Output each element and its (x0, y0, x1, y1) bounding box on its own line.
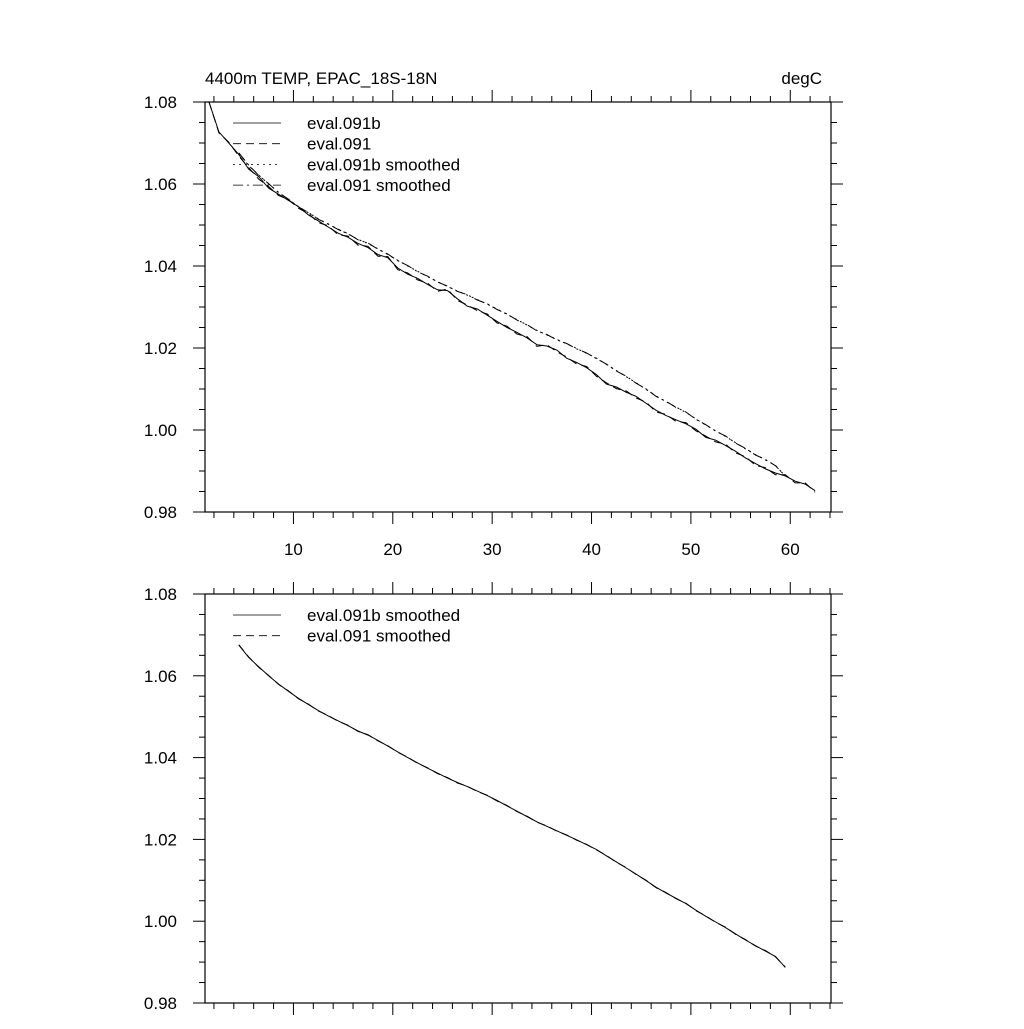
chart-title: 4400m TEMP, EPAC_18S-18N (205, 69, 437, 88)
series-line-eval-091-smoothed (238, 644, 786, 968)
x-tick-label: 60 (781, 540, 800, 559)
y-tick-label: 1.06 (144, 175, 177, 194)
y-tick-label: 1.02 (144, 339, 177, 358)
y-tick-label: 1.00 (144, 912, 177, 931)
legend-label: eval.091b (307, 114, 381, 133)
y-tick-label: 0.98 (144, 994, 177, 1013)
x-tick-label: 40 (582, 540, 601, 559)
legend-label: eval.091 smoothed (307, 627, 451, 646)
plot-frame (204, 593, 832, 1004)
plot-panel-2: 0.98 1.00 1.02 1.04 1.06 1.08 eval.091b smooth… (144, 582, 843, 1015)
y-tick-label: 1.04 (144, 749, 177, 768)
legend-label: eval.091 (307, 135, 371, 154)
x-tick-label: 50 (681, 540, 700, 559)
legend-label: eval.091 smoothed (307, 176, 451, 195)
y-tick-label: 1.00 (144, 421, 177, 440)
y-tick-label: 1.08 (144, 585, 177, 604)
y-tick-label: 1.06 (144, 667, 177, 686)
series-line-eval-091-smoothed (238, 152, 786, 477)
y-tick-label: 0.98 (144, 503, 177, 522)
plot-panel-1: 10 20 30 40 50 60 0.98 1.00 1.02 1.04 1.06 1.08 eval… (144, 90, 843, 559)
legend-label: eval.091b smoothed (307, 155, 460, 174)
chart-units: degC (781, 69, 822, 88)
series-line-eval-091b-smoothed (238, 644, 786, 968)
series-line-eval-091b (208, 101, 816, 492)
series-line-eval-091b-smoothed (238, 152, 786, 477)
y-tick-label: 1.04 (144, 257, 177, 276)
x-tick-label: 10 (284, 540, 303, 559)
series-line-eval-091 (208, 101, 816, 493)
x-tick-label: 30 (483, 540, 502, 559)
y-tick-label: 1.02 (144, 830, 177, 849)
y-tick-label: 1.08 (144, 93, 177, 112)
legend-label: eval.091b smoothed (307, 606, 460, 625)
plot-frame (204, 101, 832, 513)
x-tick-label: 20 (383, 540, 402, 559)
